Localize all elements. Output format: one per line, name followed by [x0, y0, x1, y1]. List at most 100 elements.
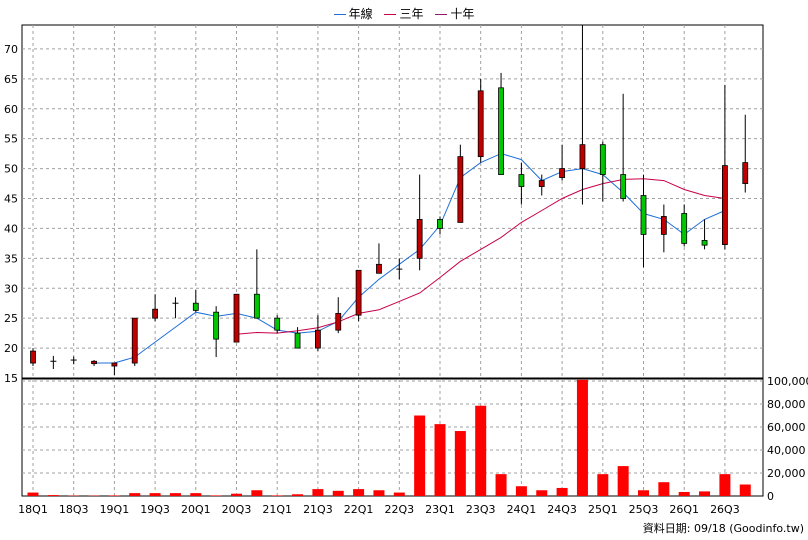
- price-panel: 15 20 25 30 35 40 45 50 55 60 65 70: [4, 24, 764, 385]
- x-tick-label: 26Q3: [710, 503, 740, 516]
- price-tick-label: 25: [4, 312, 18, 325]
- candle-body: [152, 308, 159, 319]
- volume-tick-label: 80,000: [767, 398, 806, 411]
- volume-bar: [231, 493, 242, 496]
- volume-bar: [129, 493, 141, 496]
- volume-bar: [515, 486, 527, 496]
- price-tick-label: 65: [4, 73, 18, 86]
- x-tick-label: 20Q1: [181, 503, 211, 516]
- candle-body: [660, 216, 667, 235]
- volume-bar: [47, 495, 59, 496]
- volume-bar: [617, 466, 629, 496]
- volume-bar: [454, 431, 466, 496]
- legend-label-annual: 年線: [348, 7, 373, 21]
- data-date-footer: 資料日期: 09/18 (Goodinfo.tw): [642, 522, 804, 535]
- volume-bar: [739, 484, 751, 496]
- price-tick-label: 30: [4, 282, 18, 295]
- legend-label-ten-year: 十年: [450, 7, 475, 21]
- candle-body: [294, 332, 301, 349]
- x-tick-label: 26Q1: [669, 503, 699, 516]
- volume-bar: [556, 487, 568, 496]
- volume-bar: [638, 490, 649, 496]
- volume-bar: [169, 493, 181, 496]
- volume-bar: [414, 415, 426, 496]
- x-axis: 18Q1 18Q3 19Q1 19Q3 20Q1 20Q3 21Q1 21Q3 22Q1 22Q3…: [18, 503, 740, 516]
- x-tick-label: 22Q3: [384, 503, 414, 516]
- candle-body: [620, 174, 627, 199]
- volume-bar: [353, 489, 365, 496]
- candle-body: [355, 269, 362, 316]
- x-tick-label: 18Q1: [18, 503, 48, 516]
- volume-bar: [210, 495, 222, 496]
- volume-bar: [149, 493, 161, 496]
- price-tick-label: 15: [4, 372, 18, 385]
- legend-item-annual-line: 年線: [333, 5, 373, 22]
- volume-bar: [678, 491, 690, 496]
- x-tick-label: 23Q1: [425, 503, 455, 516]
- x-tick-label: 21Q1: [262, 503, 292, 516]
- candle-body: [314, 329, 321, 349]
- volume-tick-label: 0: [767, 490, 774, 503]
- candle-body: [518, 174, 525, 187]
- x-tick-label: 25Q3: [629, 503, 659, 516]
- price-tick-label: 60: [4, 103, 18, 116]
- legend-label-three-year: 三年: [399, 7, 424, 21]
- candle-body: [722, 165, 728, 245]
- candle-body: [701, 239, 708, 246]
- candle-body: [253, 293, 260, 319]
- x-tick-label: 25Q1: [588, 503, 618, 516]
- volume-bar: [251, 490, 263, 496]
- candle-body: [91, 360, 97, 365]
- price-tick-label: 40: [4, 222, 18, 235]
- price-tick-label: 20: [4, 342, 18, 355]
- candle-body: [640, 195, 647, 235]
- candle-body: [457, 156, 464, 223]
- legend-item-three-year: 三年: [384, 5, 424, 22]
- volume-bar: [108, 495, 120, 496]
- candle-body: [213, 311, 220, 340]
- candle-body: [335, 312, 342, 331]
- price-tick-label: 70: [4, 43, 18, 56]
- x-tick-label: 19Q3: [140, 503, 170, 516]
- volume-bar: [699, 491, 711, 496]
- volume-bar: [536, 490, 548, 496]
- x-tick-label: 18Q3: [59, 503, 89, 516]
- legend-swatch-three-year: [384, 14, 397, 15]
- volume-bar: [475, 405, 487, 496]
- volume-bar: [719, 474, 731, 496]
- candle-body: [477, 90, 484, 158]
- candle-body: [233, 293, 240, 343]
- price-tick-label: 55: [4, 133, 18, 146]
- volume-bar: [271, 495, 283, 496]
- candle-body: [274, 317, 281, 331]
- x-tick-label: 23Q3: [466, 503, 496, 516]
- volume-bar: [332, 490, 344, 496]
- volume-bar: [393, 492, 405, 496]
- x-tick-label: 21Q3: [303, 503, 333, 516]
- candle-body: [559, 168, 565, 178]
- chart-legend: 年線 三年 十年: [0, 5, 808, 23]
- volume-bar: [434, 424, 446, 496]
- price-tick-label: 50: [4, 163, 18, 176]
- price-tick-label: 45: [4, 193, 18, 206]
- legend-swatch-annual: [333, 14, 346, 15]
- volume-bar: [495, 474, 507, 496]
- volume-bar: [27, 492, 39, 496]
- candle-body: [599, 144, 606, 175]
- candle-body: [681, 213, 688, 244]
- candle-body: [192, 302, 199, 311]
- volume-tick-label: 100,000: [767, 375, 808, 388]
- volume-bar: [312, 489, 324, 496]
- volume-bar: [576, 379, 588, 496]
- legend-item-ten-year: 十年: [435, 5, 474, 22]
- candle-body: [437, 219, 443, 229]
- volume-tick-label: 40,000: [767, 444, 806, 457]
- x-tick-label: 24Q3: [547, 503, 577, 516]
- price-plot-area: [21, 24, 764, 379]
- candle-body: [498, 87, 504, 175]
- volume-bar: [658, 482, 670, 496]
- candle-body: [30, 350, 36, 364]
- volume-tick-label: 60,000: [767, 421, 806, 434]
- legend-swatch-ten-year: [435, 14, 448, 15]
- candle-body: [376, 263, 382, 274]
